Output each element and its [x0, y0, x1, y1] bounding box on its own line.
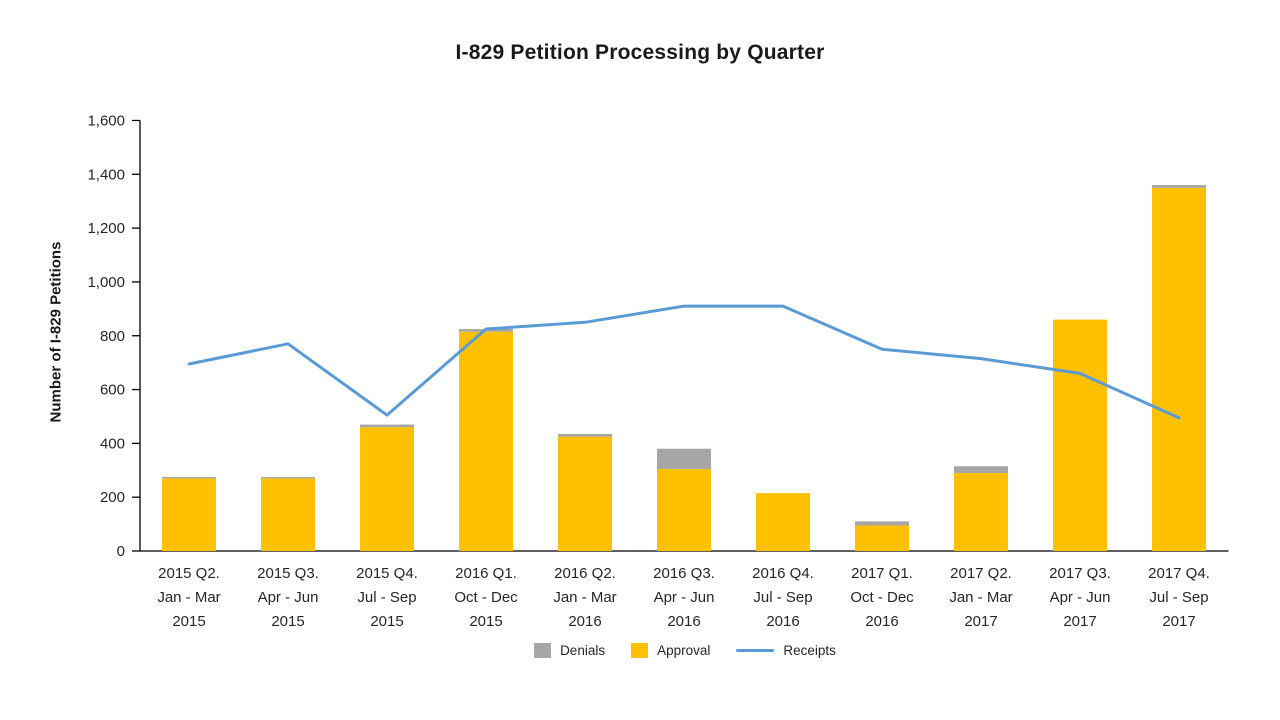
approval-bar: [756, 493, 810, 551]
y-tick-label: 200: [100, 489, 125, 506]
x-category-label: Jan - Mar: [553, 589, 616, 606]
y-tick-label: 800: [100, 328, 125, 345]
x-category-label: 2016 Q2.: [554, 565, 616, 582]
x-category-label: Jul - Sep: [1149, 589, 1208, 606]
approval-bar: [261, 478, 315, 551]
x-category-label: 2016: [766, 613, 799, 630]
legend-item-receipts: Receipts: [736, 643, 836, 658]
y-tick-label: 1,600: [87, 113, 125, 130]
legend-item-approval: Approval: [631, 643, 710, 658]
approval-bar: [162, 478, 216, 551]
denials-swatch-icon: [534, 643, 552, 658]
denials-bar: [1152, 185, 1206, 188]
approval-bar: [558, 436, 612, 551]
x-category-label: 2015: [172, 613, 205, 630]
x-category-label: 2017: [964, 613, 997, 630]
approval-bar: [459, 331, 513, 551]
x-category-label: 2016 Q4.: [752, 565, 814, 582]
x-category-label: Jul - Sep: [753, 589, 812, 606]
approval-bar: [855, 525, 909, 551]
denials-bar: [261, 477, 315, 479]
x-category-label: 2017: [1162, 613, 1195, 630]
x-category-label: 2016 Q1.: [455, 565, 517, 582]
x-category-label: Oct - Dec: [850, 589, 914, 606]
receipts-line-swatch-icon: [736, 649, 775, 652]
y-tick-label: 1,000: [87, 274, 125, 291]
x-category-label: 2016: [568, 613, 601, 630]
x-category-label: Jul - Sep: [357, 589, 416, 606]
approval-bar: [657, 468, 711, 551]
x-category-label: 2016: [667, 613, 700, 630]
denials-bar: [558, 433, 612, 437]
x-category-label: 2015 Q4.: [356, 565, 418, 582]
x-category-label: 2017 Q1.: [851, 565, 913, 582]
chart-legend: Denials Approval Receipts: [140, 643, 1230, 658]
approval-bar: [1152, 187, 1206, 551]
x-category-label: 2017 Q3.: [1049, 565, 1111, 582]
y-tick-label: 1,400: [87, 166, 125, 183]
x-category-label: Oct - Dec: [454, 589, 518, 606]
x-category-label: Jan - Mar: [949, 589, 1012, 606]
x-category-label: Apr - Jun: [258, 589, 319, 606]
x-category-label: 2017 Q4.: [1148, 565, 1210, 582]
x-category-label: 2015 Q2.: [158, 565, 220, 582]
denials-bar: [360, 424, 414, 428]
legend-label: Approval: [657, 643, 711, 658]
x-category-label: 2017: [1063, 613, 1096, 630]
x-category-label: 2016 Q3.: [653, 565, 715, 582]
y-tick-label: 0: [117, 543, 125, 560]
x-category-label: 2015: [370, 613, 403, 630]
x-category-label: 2015: [469, 613, 502, 630]
y-tick-label: 1,200: [87, 220, 125, 237]
denials-bar: [162, 477, 216, 479]
legend-label: Receipts: [783, 643, 836, 658]
x-category-label: Jan - Mar: [157, 589, 220, 606]
x-category-label: 2017 Q2.: [950, 565, 1012, 582]
approval-bar: [1053, 319, 1107, 551]
y-tick-label: 400: [100, 435, 125, 452]
legend-item-denials: Denials: [534, 643, 605, 658]
x-category-label: Apr - Jun: [1050, 589, 1111, 606]
approval-bar: [954, 472, 1008, 551]
y-tick-label: 600: [100, 382, 125, 399]
denials-bar: [954, 466, 1008, 473]
legend-label: Denials: [560, 643, 606, 658]
x-category-label: Apr - Jun: [654, 589, 715, 606]
x-category-label: 2015 Q3.: [257, 565, 319, 582]
denials-bar: [855, 521, 909, 526]
x-category-label: 2015: [271, 613, 304, 630]
approval-swatch-icon: [631, 643, 649, 658]
approval-bar: [360, 427, 414, 551]
x-category-label: 2016: [865, 613, 898, 630]
denials-bar: [657, 448, 711, 469]
chart-title: I-829 Petition Processing by Quarter: [455, 41, 825, 64]
receipts-line: [187, 304, 1181, 420]
